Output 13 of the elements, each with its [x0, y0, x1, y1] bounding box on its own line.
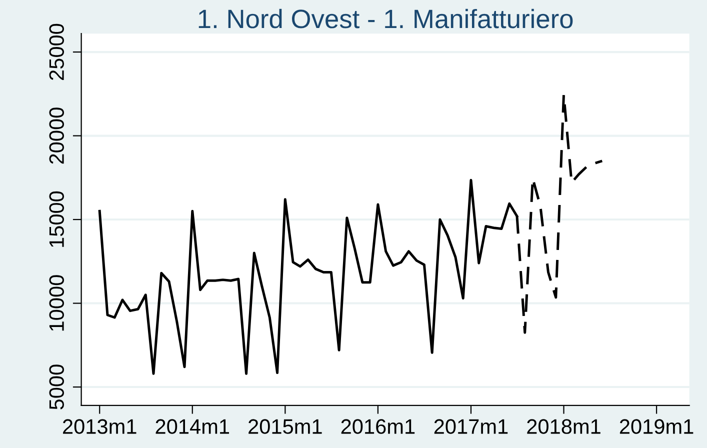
- chart-title: 1. Nord Ovest - 1. Manifatturiero: [198, 8, 573, 28]
- x-tick-label: 2015m1: [248, 419, 322, 434]
- y-tick-label: 20000: [49, 108, 64, 164]
- x-tick-label: 2014m1: [156, 419, 230, 434]
- x-tick-label: 2016m1: [341, 419, 415, 434]
- y-tick-label: 15000: [49, 191, 64, 247]
- x-tick-label: 2017m1: [434, 419, 508, 434]
- x-tick-label: 2018m1: [527, 419, 600, 434]
- y-tick-label: 5000: [49, 364, 64, 410]
- y-tick-label: 25000: [49, 24, 64, 80]
- x-tick-label: 2013m1: [63, 419, 136, 434]
- y-tick-label: 10000: [49, 275, 64, 331]
- x-tick-label: 2019m1: [620, 419, 694, 434]
